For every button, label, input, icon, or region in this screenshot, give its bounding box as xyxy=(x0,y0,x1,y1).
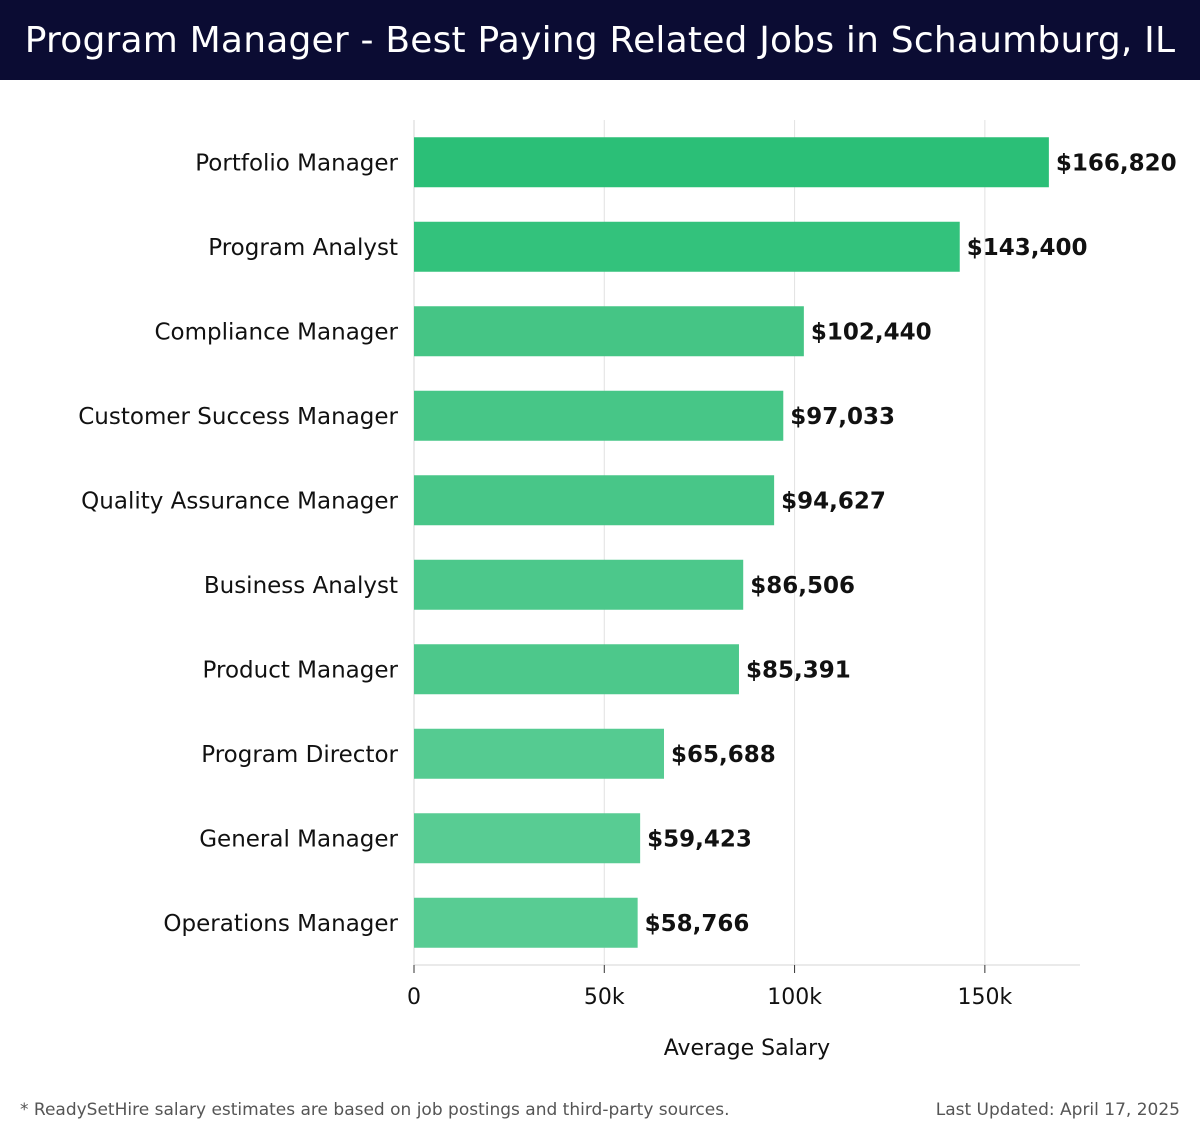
category-label-7: Program Director xyxy=(201,742,398,768)
bar-0 xyxy=(414,137,1049,188)
category-label-8: General Manager xyxy=(199,826,398,852)
category-label-2: Compliance Manager xyxy=(154,319,398,345)
category-label-6: Product Manager xyxy=(203,657,399,683)
category-label-0: Portfolio Manager xyxy=(195,150,398,176)
x-tick-label-3: 150k xyxy=(957,985,1012,1010)
footer-note: * ReadySetHire salary estimates are base… xyxy=(20,1100,730,1120)
bar-1 xyxy=(414,221,960,272)
value-label-2: $102,440 xyxy=(811,319,932,345)
value-label-9: $58,766 xyxy=(645,911,750,937)
bar-2 xyxy=(414,306,804,357)
bar-7 xyxy=(414,728,664,779)
last-updated: Last Updated: April 17, 2025 xyxy=(935,1100,1180,1120)
bar-6 xyxy=(414,644,739,695)
chart-header: Program Manager - Best Paying Related Jo… xyxy=(0,0,1200,80)
category-label-3: Customer Success Manager xyxy=(78,404,398,430)
bar-chart: Portfolio Manager $166,820 Program Analyst… xyxy=(78,120,1177,1061)
value-label-5: $86,506 xyxy=(750,573,855,599)
value-label-7: $65,688 xyxy=(671,742,776,768)
bar-8 xyxy=(414,813,641,864)
x-tick-label-1: 50k xyxy=(584,985,625,1010)
value-label-0: $166,820 xyxy=(1056,150,1177,176)
value-label-6: $85,391 xyxy=(746,657,851,683)
x-axis-title: Average Salary xyxy=(664,1036,830,1061)
x-tick-label-0: 0 xyxy=(407,985,421,1010)
category-label-9: Operations Manager xyxy=(163,911,398,937)
bar-3 xyxy=(414,390,784,441)
value-label-8: $59,423 xyxy=(647,826,752,852)
bar-4 xyxy=(414,475,775,526)
bar-5 xyxy=(414,559,744,610)
value-label-4: $94,627 xyxy=(781,488,886,514)
category-label-5: Business Analyst xyxy=(204,573,398,599)
category-label-1: Program Analyst xyxy=(208,235,398,261)
value-label-1: $143,400 xyxy=(967,235,1088,261)
bar-9 xyxy=(414,897,638,948)
category-label-4: Quality Assurance Manager xyxy=(81,488,398,514)
chart-title: Program Manager - Best Paying Related Jo… xyxy=(24,19,1176,61)
x-tick-label-2: 100k xyxy=(767,985,822,1010)
value-label-3: $97,033 xyxy=(790,404,895,430)
